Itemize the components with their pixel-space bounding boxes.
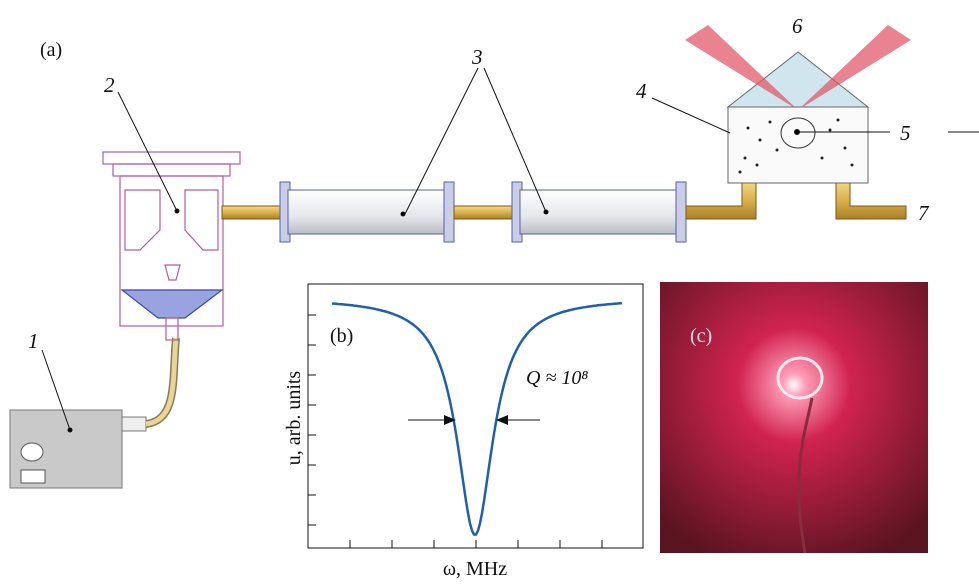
component-label: 2 xyxy=(104,73,115,97)
annotation: Q ≈ 10⁸ xyxy=(526,367,588,389)
component-label: 7 xyxy=(918,201,930,225)
component-label: 4 xyxy=(636,79,647,103)
panel-label: (c) xyxy=(690,325,712,347)
component-label: 1 xyxy=(28,329,39,353)
photo: (c) xyxy=(660,282,928,553)
component-label: 3 xyxy=(471,45,483,69)
x-axis-label: ω, MHz xyxy=(443,558,507,580)
component-label: 5 xyxy=(900,121,911,145)
panel-label: (b) xyxy=(330,325,353,347)
resonance-plot: (b) Q ≈ 10⁸ u, arb. units ω, MHz xyxy=(283,284,643,580)
transport-line xyxy=(222,182,906,242)
chamber xyxy=(685,25,911,183)
source-box xyxy=(10,338,176,488)
panel-label: (a) xyxy=(40,39,62,61)
figure: (a) 1 2 3 4 5 6 7 xyxy=(0,0,979,582)
component-label: 6 xyxy=(792,14,803,38)
y-axis-label: u, arb. units xyxy=(283,371,305,466)
injector xyxy=(103,152,240,340)
